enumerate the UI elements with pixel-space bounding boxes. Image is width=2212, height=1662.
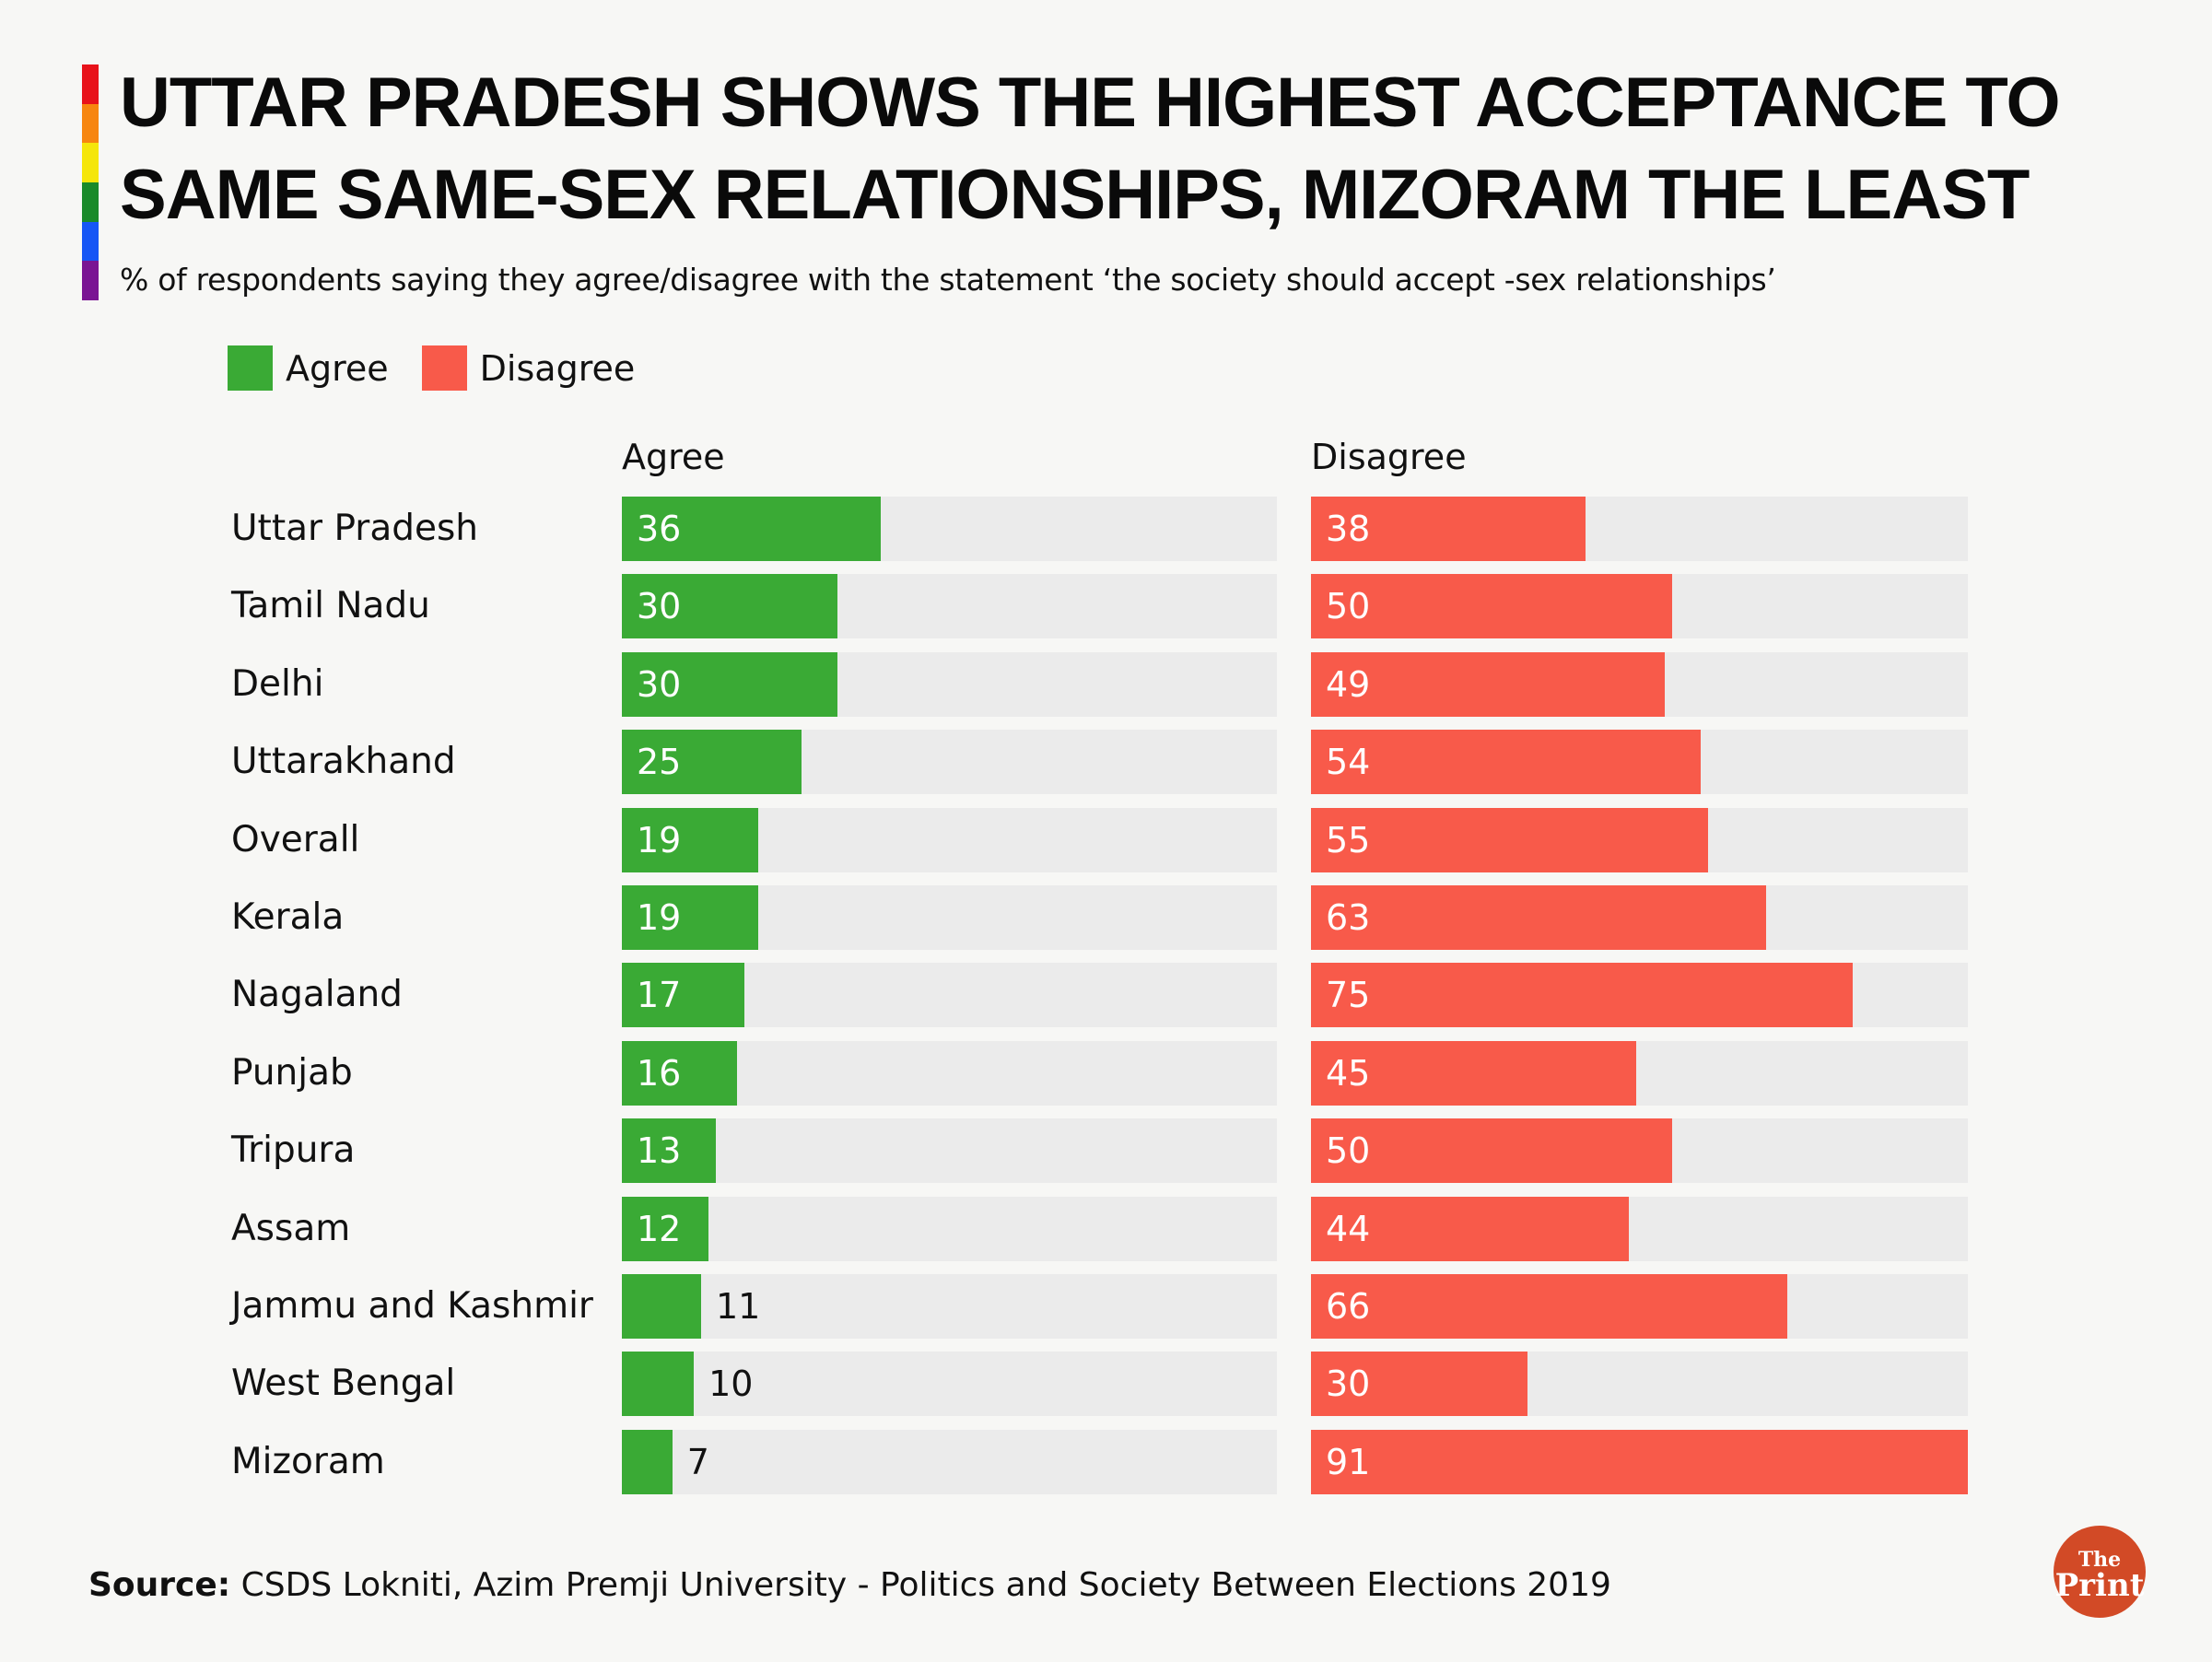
bar-agree <box>622 730 802 795</box>
bar-disagree <box>1311 1196 1629 1261</box>
source-label: Source: <box>88 1566 231 1604</box>
bar-disagree <box>1311 807 1708 872</box>
rainbow-segment <box>82 143 99 183</box>
bar-disagree <box>1311 651 1665 717</box>
rainbow-segment <box>82 182 99 222</box>
legend-label-disagree: Disagree <box>479 347 636 389</box>
data-label-agree: 17 <box>637 975 682 1016</box>
column-header-agree: Agree <box>622 437 725 477</box>
data-label-disagree: 91 <box>1326 1441 1371 1482</box>
category-label: Nagaland <box>231 974 403 1016</box>
data-label-disagree: 30 <box>1326 1364 1371 1405</box>
bar-agree <box>622 1274 701 1339</box>
data-label-disagree: 66 <box>1326 1286 1371 1327</box>
data-label-agree: 19 <box>637 897 682 938</box>
bar-disagree <box>1311 730 1702 795</box>
category-label: Uttarakhand <box>231 741 456 783</box>
data-label-agree: 10 <box>708 1364 754 1405</box>
category-label: Uttar Pradesh <box>231 508 479 549</box>
bar-disagree <box>1311 1274 1788 1339</box>
bar-agree <box>622 1040 737 1106</box>
legend-item-agree: Agree <box>228 345 389 391</box>
source-text: CSDS Lokniti, Azim Premji University - P… <box>230 1566 1611 1604</box>
category-label: Jammu and Kashmir <box>231 1285 593 1327</box>
data-label-agree: 13 <box>637 1130 682 1172</box>
legend-label-agree: Agree <box>286 347 389 389</box>
bar-disagree <box>1311 497 1586 561</box>
category-label: Assam <box>231 1207 351 1249</box>
data-label-agree: 30 <box>637 663 682 705</box>
bar-track-agree <box>622 1429 1277 1494</box>
bar-agree <box>622 807 759 872</box>
data-label-disagree: 38 <box>1326 509 1371 549</box>
category-label: Tripura <box>231 1129 356 1172</box>
bar-disagree <box>1311 1118 1672 1184</box>
category-label: Tamil Nadu <box>231 585 430 627</box>
bar-agree <box>622 963 744 1028</box>
logo-text-print: Print <box>2054 1567 2145 1604</box>
rainbow-segment <box>82 64 99 104</box>
category-label: Kerala <box>231 896 345 938</box>
source-note: Source: CSDS Lokniti, Azim Premji Univer… <box>88 1566 1611 1604</box>
data-label-agree: 12 <box>637 1208 682 1249</box>
column-header-disagree: Disagree <box>1311 437 1467 477</box>
data-label-agree: 30 <box>637 586 682 627</box>
bar-disagree <box>1311 885 1766 950</box>
data-label-agree: 11 <box>715 1286 761 1327</box>
data-label-disagree: 55 <box>1326 819 1371 860</box>
bar-track-agree <box>622 1274 1277 1339</box>
data-label-disagree: 44 <box>1326 1208 1371 1249</box>
bar-agree <box>622 574 838 639</box>
logo-text-the: The <box>2077 1548 2122 1572</box>
rainbow-segment <box>82 103 99 144</box>
bar-disagree <box>1311 1040 1636 1106</box>
legend-swatch-disagree <box>421 345 467 391</box>
bar-agree <box>622 497 882 561</box>
data-label-agree: 16 <box>637 1052 682 1094</box>
bar-disagree <box>1311 963 1853 1028</box>
bar-track-agree <box>622 1352 1277 1417</box>
category-label: Mizoram <box>231 1440 385 1482</box>
legend: Agree Disagree <box>228 345 668 391</box>
data-label-disagree: 45 <box>1326 1052 1371 1094</box>
data-label-disagree: 75 <box>1326 975 1371 1016</box>
data-label-disagree: 63 <box>1326 897 1371 938</box>
bar-disagree <box>1311 1429 1968 1494</box>
rainbow-stripe <box>82 64 99 301</box>
data-label-agree: 7 <box>686 1441 709 1482</box>
data-label-agree: 25 <box>637 742 682 783</box>
bar-track-agree <box>622 1196 1277 1261</box>
bar-agree <box>622 1196 708 1261</box>
category-label: Overall <box>231 818 360 860</box>
rainbow-segment <box>82 261 99 301</box>
chart-subtitle: % of respondents saying they agree/disag… <box>120 262 1776 298</box>
bar-track-agree <box>622 1118 1277 1184</box>
data-label-agree: 36 <box>637 509 682 549</box>
bar-disagree <box>1311 574 1672 639</box>
data-label-disagree: 50 <box>1326 586 1371 627</box>
bar-agree <box>622 885 759 950</box>
category-label: Punjab <box>231 1051 353 1094</box>
bar-disagree <box>1311 1352 1528 1417</box>
data-label-disagree: 54 <box>1326 742 1371 783</box>
bar-agree <box>622 651 838 717</box>
data-label-agree: 19 <box>637 819 682 860</box>
chart-title: UTTAR PRADESH SHOWS THE HIGHEST ACCEPTAN… <box>120 64 2061 234</box>
theprint-logo: The Print <box>2054 1526 2146 1618</box>
data-label-disagree: 49 <box>1326 663 1371 705</box>
bar-agree <box>622 1118 716 1184</box>
rainbow-segment <box>82 221 99 262</box>
bar-agree <box>622 1352 695 1417</box>
legend-item-disagree: Disagree <box>421 345 636 391</box>
legend-swatch-agree <box>228 345 273 391</box>
category-label: West Bengal <box>231 1363 456 1405</box>
data-label-disagree: 50 <box>1326 1130 1371 1172</box>
category-label: Delhi <box>231 662 324 705</box>
bar-agree <box>622 1429 673 1494</box>
